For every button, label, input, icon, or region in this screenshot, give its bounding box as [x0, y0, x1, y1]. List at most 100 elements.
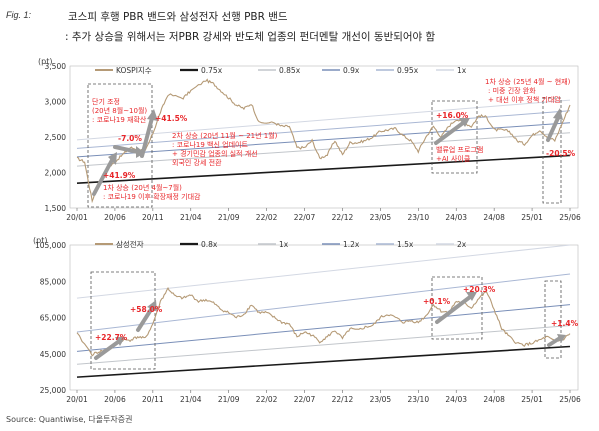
- samsung-price-line: [76, 286, 571, 357]
- y-tick-label: 3,500: [45, 62, 67, 71]
- source-note: Source: Quantiwise, 다올투자증권: [6, 415, 133, 424]
- x-tick-label: 22/02: [256, 395, 278, 404]
- x-tick-label: 22/02: [256, 213, 278, 222]
- band-line-2x: [76, 244, 571, 299]
- legend-label: 0.95x: [397, 66, 419, 75]
- kospi-band-lines: [76, 99, 571, 184]
- y-tick-label: 25,000: [40, 386, 66, 395]
- x-tick-label: 20/06: [104, 213, 126, 222]
- legend-label: 1.5x: [397, 240, 414, 249]
- samsung-arrow-rally2: [136, 306, 154, 332]
- kospi-plot-frame: [69, 65, 579, 209]
- legend-label: 1.2x: [343, 240, 360, 249]
- samsung-trend-arrows: [94, 292, 566, 360]
- kospi-box-2025: [542, 97, 562, 204]
- x-tick-label: 21/09: [218, 395, 240, 404]
- x-tick-label: 25/01: [521, 213, 543, 222]
- kospi-panel: (pt) 1,500 2,000 2,500 3,000 3,500 KOSPI지수 0.…: [38, 57, 581, 222]
- kospi-arrow-rally2-head: [147, 109, 158, 121]
- legend-label: 0.75x: [201, 66, 223, 75]
- x-tick-label: 23/10: [407, 213, 429, 222]
- kospi-note-correction: 단기 조정 (20년 8월~10월): 코로나19 재확산: [92, 97, 147, 124]
- samsung-arrow-2025-head: [557, 334, 566, 343]
- x-tick-label: 20/11: [142, 213, 164, 222]
- y-tick-label: 105,000: [35, 241, 66, 250]
- samsung-arrow-2025: [547, 336, 562, 347]
- x-tick-label: 25/06: [559, 213, 581, 222]
- band-line-0.75x: [76, 154, 571, 184]
- kospi-pct-2025: -20.5%: [546, 149, 576, 158]
- kospi-trend-arrows: [92, 108, 563, 196]
- figure-label: Fig. 1:: [6, 10, 32, 20]
- band-line-0.95x: [76, 110, 571, 149]
- band-line-0.8x: [76, 345, 571, 378]
- samsung-pct-2024b: +20.3%: [463, 285, 496, 294]
- x-tick-label: 20/01: [66, 395, 88, 404]
- band-line-1.5x: [76, 273, 571, 333]
- kospi-pct-rally1: +41.9%: [103, 171, 136, 180]
- y-tick-label: 65,000: [40, 314, 66, 323]
- band-line-1x: [76, 325, 571, 365]
- x-tick-label: 22/12: [332, 395, 354, 404]
- kospi-arrow-correction-head: [136, 146, 145, 158]
- x-tick-label: 24/03: [445, 395, 467, 404]
- kospi-arrow-2025-head: [553, 108, 563, 120]
- samsung-y-axis: 25,000 45,000 65,000 85,000 105,000: [35, 241, 66, 395]
- samsung-plot-frame: [69, 244, 579, 391]
- y-tick-label: 85,000: [40, 277, 66, 286]
- x-tick-label: 21/09: [218, 213, 240, 222]
- legend-label: 0.8x: [201, 240, 218, 249]
- x-tick-label: 22/12: [332, 213, 354, 222]
- kospi-note-2025: 1차 상승 (25년 4월 ~ 현재): 미중 긴장 완화 + 대선 이후 정책 …: [485, 77, 571, 104]
- kospi-annotations: 단기 조정 (20년 8월~10월): 코로나19 재확산 -7.0% +41.5…: [92, 77, 576, 201]
- samsung-panel: (pt) 25,000 45,000 65,000 85,000 105,000 삼성전…: [33, 236, 581, 404]
- chart-title: 코스피 후행 PBR 밴드와 삼성전자 선행 PBR 밴드: [68, 11, 288, 23]
- kospi-pct-correction: -7.0%: [118, 134, 142, 143]
- legend-label: 0.85x: [279, 66, 301, 75]
- kospi-note-2024: 밸류업 프로그램 +AI 사이클: [436, 145, 483, 163]
- x-tick-label: 25/01: [521, 395, 543, 404]
- samsung-pct-rally2: +58.0%: [130, 305, 163, 314]
- x-tick-label: 23/10: [407, 395, 429, 404]
- kospi-arrow-rally1-head: [108, 152, 117, 165]
- kospi-legend: KOSPI지수 0.75x 0.85x 0.9x 0.95x 1x: [95, 66, 467, 75]
- samsung-pct-2025: +1.4%: [551, 319, 579, 328]
- kospi-box-2020: [87, 83, 153, 208]
- kospi-arrow-rally1: [92, 158, 114, 196]
- samsung-x-axis: 20/01 20/06 20/11 21/04 21/09 22/02 22/07 22/12…: [66, 390, 581, 404]
- x-tick-label: 22/07: [294, 213, 316, 222]
- y-tick-label: 2,500: [45, 133, 67, 142]
- samsung-box-2024: [431, 276, 483, 340]
- kospi-y-axis: 1,500 2,000 2,500 3,000 3,500: [45, 62, 67, 213]
- kospi-arrow-correction: [113, 145, 140, 154]
- chart-area: (pt) 1,500 2,000 2,500 3,000 3,500 KOSPI지수 0.…: [33, 57, 581, 404]
- legend-label: 1x: [457, 66, 467, 75]
- y-tick-label: 1,500: [45, 204, 67, 213]
- y-tick-label: 3,000: [45, 98, 67, 107]
- x-tick-label: 23/05: [370, 213, 392, 222]
- kospi-arrow-2025: [546, 116, 560, 142]
- x-tick-label: 21/04: [180, 213, 202, 222]
- kospi-x-axis: 20/01 20/06 20/11 21/04 21/09 22/02 22/07 22/12…: [66, 208, 581, 222]
- y-tick-label: 2,000: [45, 169, 67, 178]
- y-tick-label: 45,000: [40, 350, 66, 359]
- kospi-price-line: [76, 78, 571, 204]
- samsung-annotations: +22.7% +58.0% +0.1% +20.3% +1.4%: [95, 285, 579, 342]
- x-tick-label: 20/11: [142, 395, 164, 404]
- band-line-1x: [76, 99, 571, 141]
- x-tick-label: 25/06: [559, 395, 581, 404]
- samsung-band-lines: [76, 244, 571, 378]
- kospi-note-rally1: 1차 상승 (20년 4월~7월): 코로나19 이후 확장재정 기대감: [103, 183, 201, 201]
- band-line-1.2x: [76, 304, 571, 352]
- kospi-arrow-rally2: [140, 116, 154, 158]
- legend-label: 0.9x: [343, 66, 360, 75]
- samsung-arrow-rally2-head: [147, 300, 157, 311]
- kospi-unit-label: (pt): [38, 57, 52, 66]
- legend-label: 1x: [279, 240, 289, 249]
- samsung-arrow-rally1-head: [115, 337, 125, 346]
- chart-subtitle: : 추가 상승을 위해서는 저PBR 강세와 반도체 업종의 펀더멘탈 개선이 …: [65, 31, 436, 43]
- x-tick-label: 24/08: [483, 213, 505, 222]
- band-line-0.85x: [76, 132, 571, 167]
- samsung-box-2025: [544, 280, 562, 359]
- x-tick-label: 24/03: [445, 213, 467, 222]
